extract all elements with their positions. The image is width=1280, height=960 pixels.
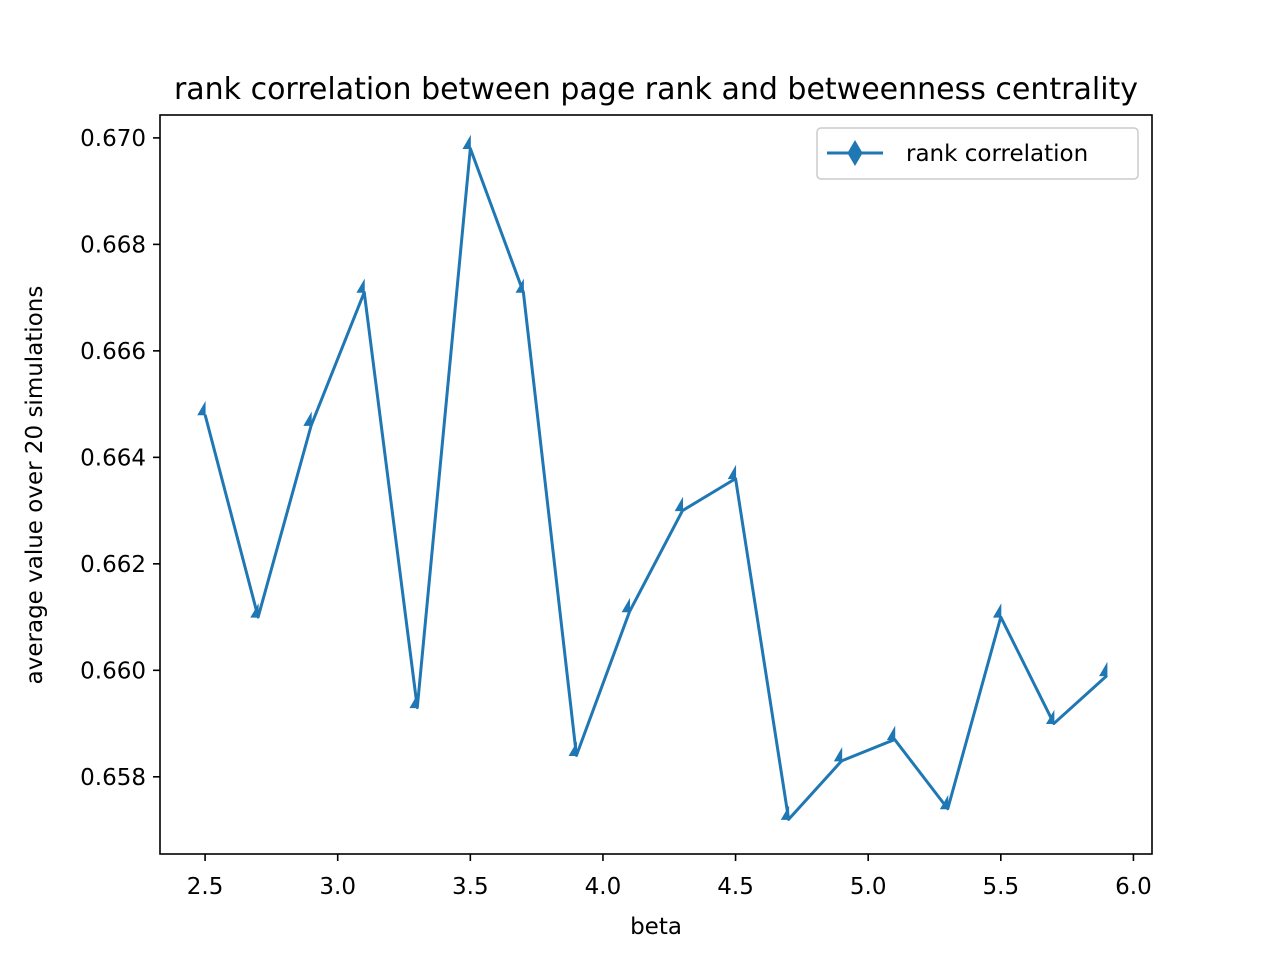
data-point <box>303 411 312 426</box>
y-tick-label: 0.664 <box>80 445 146 471</box>
y-tick-label: 0.668 <box>80 232 146 258</box>
legend-box <box>816 127 1139 180</box>
y-tick-label: 0.666 <box>80 339 146 365</box>
x-tick-label: 2.5 <box>187 874 224 900</box>
y-tick-label: 0.658 <box>80 765 146 791</box>
y-tick-label: 0.662 <box>80 552 146 578</box>
x-tick-label: 5.5 <box>983 874 1020 900</box>
data-point <box>1099 661 1108 677</box>
data-point <box>992 603 1002 618</box>
x-axis: 2.5 3.0 3.5 4.0 4.5 5.0 5.5 6.0 <box>187 854 1152 900</box>
data-point <box>197 400 206 416</box>
y-axis-label: average value over 20 simulations <box>22 286 48 685</box>
data-point <box>674 496 684 512</box>
legend: rank correlation <box>816 127 1139 180</box>
y-tick-label: 0.670 <box>80 126 146 152</box>
data-point <box>462 134 471 150</box>
data-point <box>1045 709 1055 725</box>
x-tick-label: 4.0 <box>585 874 622 900</box>
x-tick-label: 3.5 <box>452 874 489 900</box>
data-point <box>886 725 896 741</box>
data-point <box>727 464 737 480</box>
series-line-0 <box>203 147 1108 821</box>
data-point <box>780 805 790 820</box>
data-point <box>833 746 843 762</box>
x-tick-label: 4.5 <box>717 874 754 900</box>
legend-marker-swatch <box>847 140 863 166</box>
y-axis: 0.658 0.660 0.662 0.664 0.666 0.668 0.670 <box>80 126 160 791</box>
x-axis-label: beta <box>630 914 682 940</box>
data-point <box>356 278 365 293</box>
x-tick-label: 6.0 <box>1115 874 1152 900</box>
series-group <box>197 134 1108 821</box>
plot-frame <box>159 114 1153 855</box>
data-point <box>621 597 630 613</box>
data-point <box>939 794 949 810</box>
data-point <box>250 603 259 618</box>
x-tick-label: 5.0 <box>850 874 887 900</box>
data-point <box>568 741 577 757</box>
data-point <box>515 278 524 293</box>
chart-title: rank correlation between page rank and b… <box>174 72 1138 107</box>
legend-entry-label: rank correlation <box>906 141 1088 167</box>
x-tick-label: 3.0 <box>319 874 356 900</box>
data-point <box>409 693 418 709</box>
y-tick-label: 0.660 <box>80 658 146 684</box>
